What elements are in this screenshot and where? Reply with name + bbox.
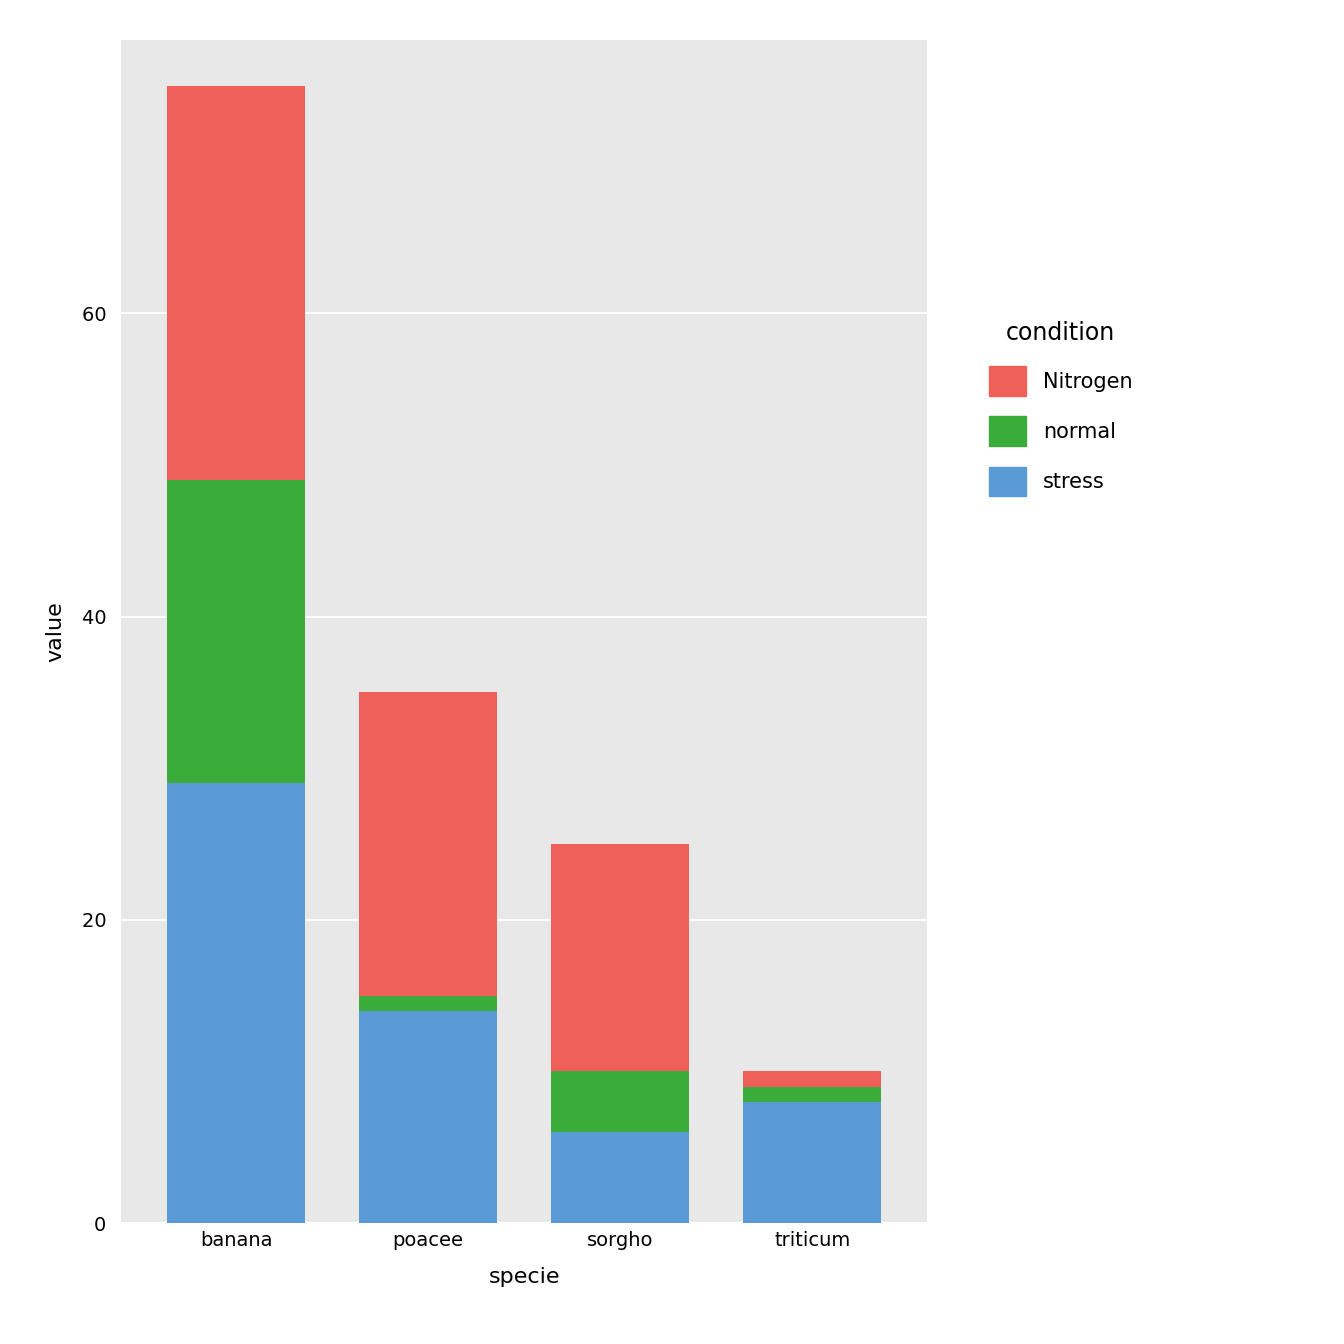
Bar [359,1011,497,1223]
Bar [167,480,305,784]
Bar [743,1071,882,1086]
Bar [359,996,497,1011]
Bar [743,1086,882,1102]
Bar [167,86,305,480]
Bar [167,784,305,1223]
Bar [551,1132,689,1223]
Legend: Nitrogen, normal, stress: Nitrogen, normal, stress [978,310,1142,507]
Bar [551,844,689,1071]
Bar [743,1102,882,1223]
Y-axis label: value: value [46,601,65,663]
Bar [359,692,497,996]
Bar [551,1071,689,1132]
X-axis label: specie: specie [488,1267,560,1288]
